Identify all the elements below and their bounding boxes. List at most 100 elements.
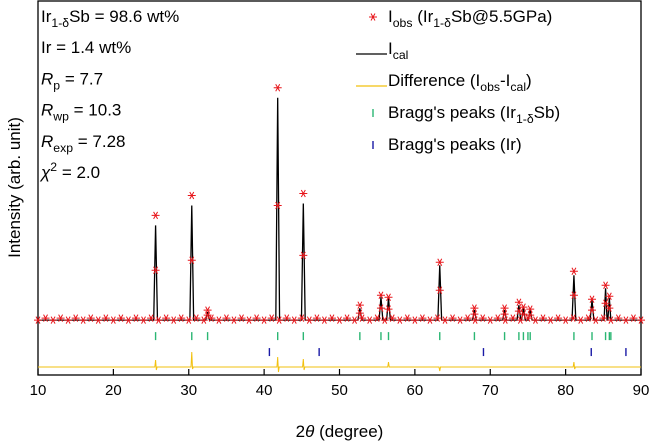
observed-point <box>637 316 645 324</box>
text-segment: Sb = 98.6 wt% <box>69 7 179 26</box>
observed-point <box>187 191 196 200</box>
observed-point <box>34 316 42 324</box>
text-segment: obs <box>393 16 413 30</box>
text-segment: Sb) <box>534 103 560 122</box>
annotation: Rexp = 7.28 <box>41 132 125 155</box>
x-tick-label: 20 <box>105 382 122 399</box>
observed-point <box>584 314 593 322</box>
text-segment: Bragg's peaks (Ir <box>388 103 516 122</box>
observed-point <box>373 314 382 322</box>
observed-point <box>569 267 578 276</box>
observed-point <box>299 251 308 260</box>
observed-point <box>605 304 614 312</box>
observed-point <box>305 316 314 324</box>
observed-point <box>508 314 517 322</box>
observed-point <box>470 304 479 312</box>
observed-point <box>151 266 160 275</box>
x-tick-label: 80 <box>557 382 574 399</box>
observed-point <box>320 316 329 324</box>
text-segment: I <box>388 39 393 58</box>
observed-point <box>252 314 261 322</box>
difference-line <box>38 352 641 373</box>
observed-point <box>297 314 306 322</box>
observed-point <box>335 316 344 324</box>
observed-point <box>147 314 156 322</box>
observed-point <box>588 295 597 303</box>
text-segment: (degree) <box>314 422 383 441</box>
text-segment: I <box>388 7 393 26</box>
text-segment: R <box>41 132 53 151</box>
observed-point <box>109 316 118 324</box>
legend-symbol <box>369 13 377 21</box>
x-tick-label: 40 <box>256 382 273 399</box>
observed-point <box>486 316 495 324</box>
observed-point <box>207 314 216 322</box>
observed-point <box>275 316 284 324</box>
observed-point <box>162 314 171 322</box>
text-segment: Bragg's peaks (Ir) <box>388 135 522 154</box>
observed-point <box>470 310 479 318</box>
observed-point <box>116 314 125 322</box>
observed-point <box>222 314 231 322</box>
text-segment: -I <box>500 71 510 90</box>
observed-point <box>327 314 336 322</box>
x-tick-label: 90 <box>633 382 650 399</box>
observed-point <box>591 316 600 324</box>
observed-point <box>365 316 374 324</box>
observed-point <box>463 314 472 322</box>
observed-point <box>478 314 487 322</box>
observed-point <box>169 316 178 324</box>
y-axis-title: Intensity (arb. unit) <box>5 117 24 258</box>
observed-point <box>569 314 578 322</box>
observed-point <box>237 314 246 322</box>
observed-point <box>526 311 535 319</box>
observed-point <box>267 314 276 322</box>
observed-point <box>606 316 615 324</box>
text-segment: cal <box>510 80 526 94</box>
calculated-line <box>38 97 641 321</box>
observed-point <box>605 292 614 300</box>
text-segment: = 2.0 <box>57 163 100 182</box>
observed-point <box>441 316 450 324</box>
observed-point <box>187 256 196 265</box>
text-segment: = 10.3 <box>69 101 121 120</box>
observed-point <box>79 316 88 324</box>
observed-point <box>425 316 434 324</box>
observed-point <box>395 316 404 324</box>
text-segment: 1-δ <box>51 16 69 30</box>
text-segment: Ir = 1.4 wt% <box>41 38 131 57</box>
x-axis-title: 2θ (degree) <box>296 422 384 441</box>
text-segment: ) <box>526 71 532 90</box>
observed-point <box>273 84 282 92</box>
observed-point <box>124 316 133 324</box>
x-tick-label: 10 <box>30 382 47 399</box>
observed-point <box>599 314 608 322</box>
observed-point <box>131 314 140 322</box>
text-segment: = 7.7 <box>60 69 103 88</box>
observed-point <box>151 211 160 220</box>
observed-point <box>139 316 148 324</box>
observed-point <box>290 316 299 324</box>
observed-point <box>403 314 412 322</box>
observed-point <box>531 316 540 324</box>
observed-point <box>299 189 308 198</box>
annotation: χ2 = 2.0 <box>39 160 100 182</box>
observed-point <box>448 314 457 322</box>
observed-point <box>214 316 223 324</box>
observed-point <box>435 286 444 294</box>
observed-point <box>493 314 502 322</box>
text-segment: 1-δ <box>433 16 451 30</box>
observed-point <box>355 301 364 309</box>
legend-label: Difference (Iobs-Ical) <box>388 71 532 94</box>
observed-point <box>576 316 585 324</box>
text-segment: Intensity (arb. unit) <box>5 117 24 258</box>
observed-point <box>229 316 238 324</box>
text-segment: Ir <box>41 7 52 26</box>
observed-point <box>203 311 212 319</box>
observed-point <box>519 303 528 311</box>
text-segment: exp <box>53 141 73 155</box>
observed-point <box>94 316 103 324</box>
x-tick-label: 50 <box>331 382 348 399</box>
text-segment: wp <box>52 110 69 124</box>
